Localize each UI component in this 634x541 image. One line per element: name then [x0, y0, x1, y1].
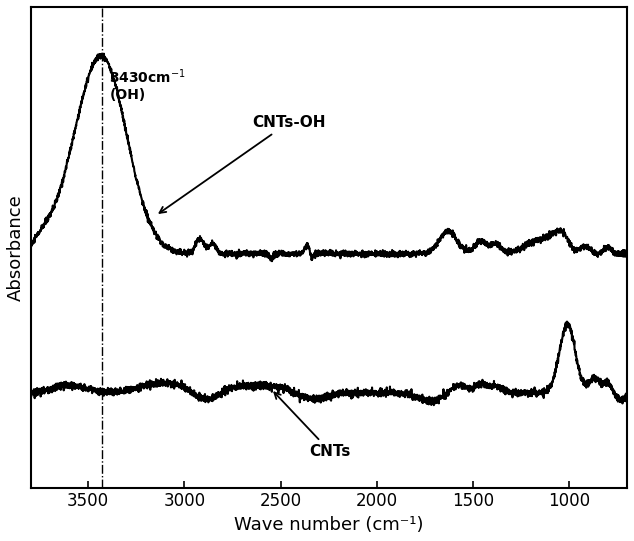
Text: CNTs-OH: CNTs-OH: [160, 115, 325, 213]
X-axis label: Wave number (cm⁻¹): Wave number (cm⁻¹): [234, 516, 424, 534]
Text: CNTs: CNTs: [275, 392, 351, 459]
Y-axis label: Absorbance: Absorbance: [7, 194, 25, 301]
Text: 3430cm$^{-1}$
(OH): 3430cm$^{-1}$ (OH): [110, 68, 186, 102]
